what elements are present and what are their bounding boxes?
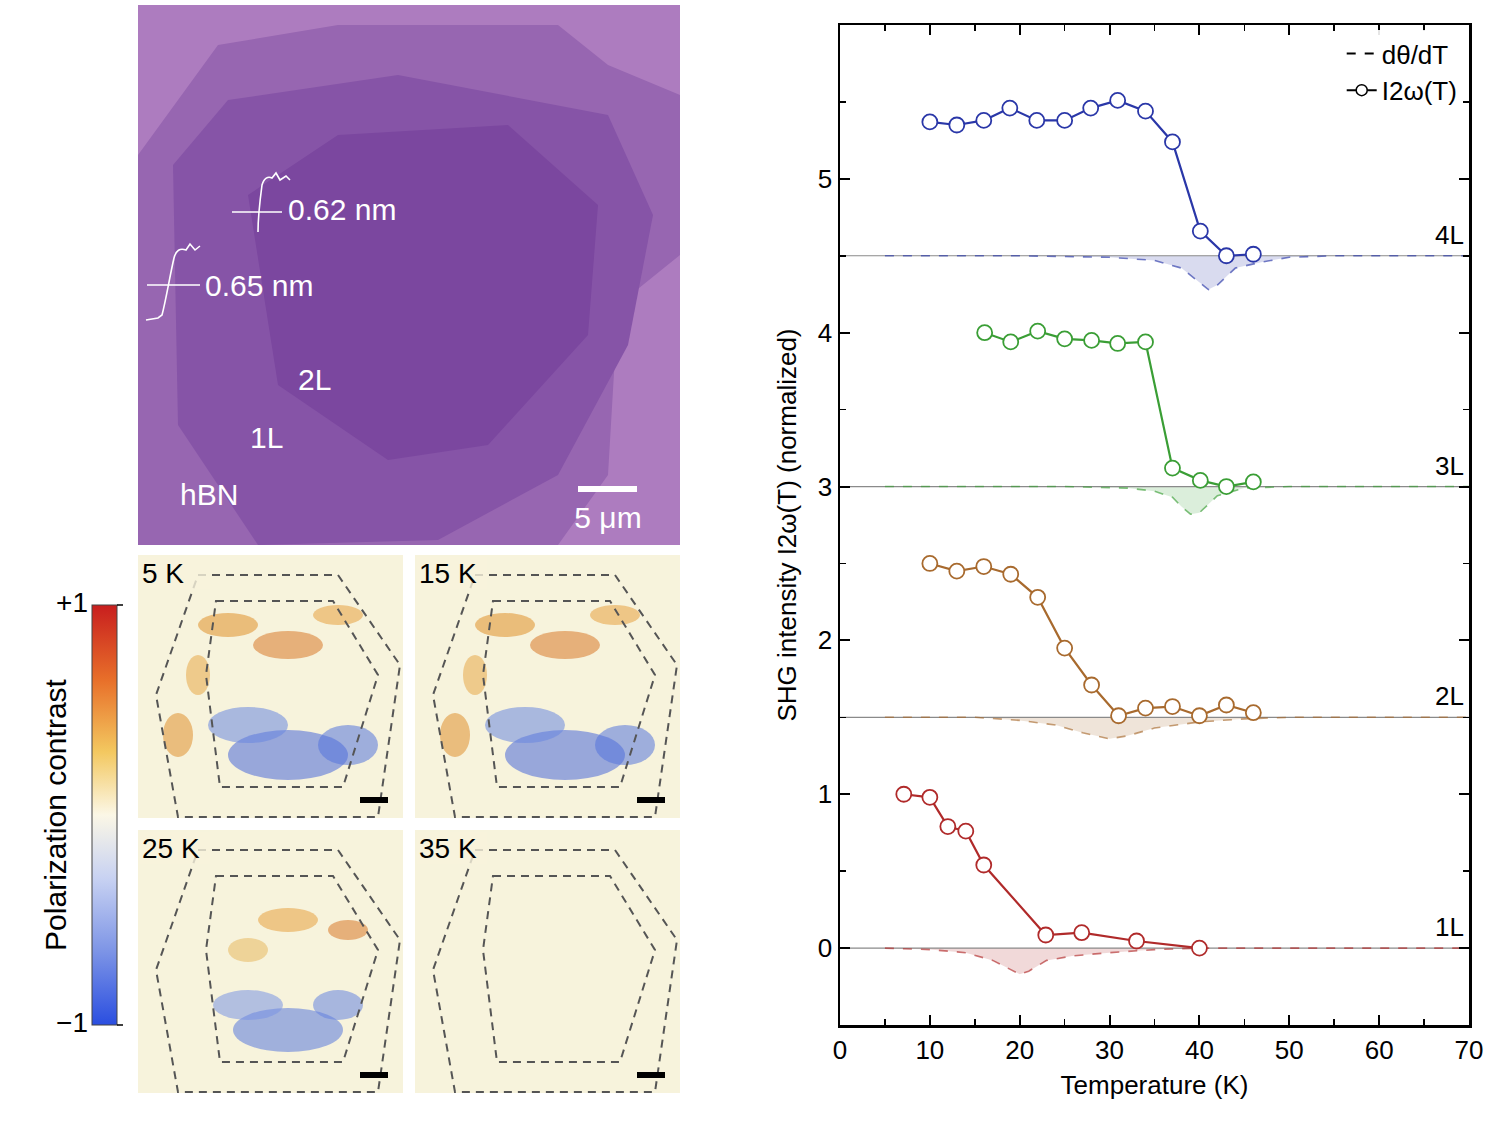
svg-text:3L: 3L — [1435, 451, 1464, 481]
svg-text:+1: +1 — [56, 587, 88, 618]
svg-text:4L: 4L — [1435, 220, 1464, 250]
svg-text:0: 0 — [818, 933, 832, 963]
svg-text:SHG intensity I2ω(T) (normaliz: SHG intensity I2ω(T) (normalized) — [772, 328, 802, 721]
svg-text:25 K: 25 K — [142, 833, 200, 864]
svg-text:Polarization contrast: Polarization contrast — [39, 678, 72, 950]
svg-text:0.62 nm: 0.62 nm — [288, 193, 396, 226]
svg-text:40: 40 — [1185, 1035, 1214, 1065]
svg-text:2L: 2L — [298, 363, 331, 396]
svg-text:70: 70 — [1455, 1035, 1484, 1065]
svg-text:5: 5 — [818, 164, 832, 194]
svg-text:60: 60 — [1365, 1035, 1394, 1065]
svg-text:5 K: 5 K — [142, 558, 184, 589]
svg-text:35 K: 35 K — [419, 833, 477, 864]
svg-text:30: 30 — [1095, 1035, 1124, 1065]
svg-text:1L: 1L — [1435, 912, 1464, 942]
svg-text:10: 10 — [915, 1035, 944, 1065]
svg-text:4: 4 — [818, 318, 832, 348]
svg-text:3: 3 — [818, 472, 832, 502]
svg-text:1: 1 — [818, 779, 832, 809]
svg-text:5 μm: 5 μm — [574, 501, 641, 534]
svg-text:−1: −1 — [56, 1007, 88, 1038]
svg-text:2: 2 — [818, 625, 832, 655]
svg-text:0.65 nm: 0.65 nm — [205, 269, 313, 302]
svg-text:20: 20 — [1005, 1035, 1034, 1065]
svg-text:dθ/dT: dθ/dT — [1382, 40, 1449, 70]
svg-text:0: 0 — [833, 1035, 847, 1065]
svg-text:I2ω(T): I2ω(T) — [1382, 76, 1457, 106]
svg-text:1L: 1L — [250, 421, 283, 454]
svg-text:15 K: 15 K — [419, 558, 477, 589]
svg-text:50: 50 — [1275, 1035, 1304, 1065]
svg-text:hBN: hBN — [180, 478, 238, 511]
svg-text:2L: 2L — [1435, 681, 1464, 711]
svg-text:Temperature (K): Temperature (K) — [1061, 1070, 1249, 1100]
